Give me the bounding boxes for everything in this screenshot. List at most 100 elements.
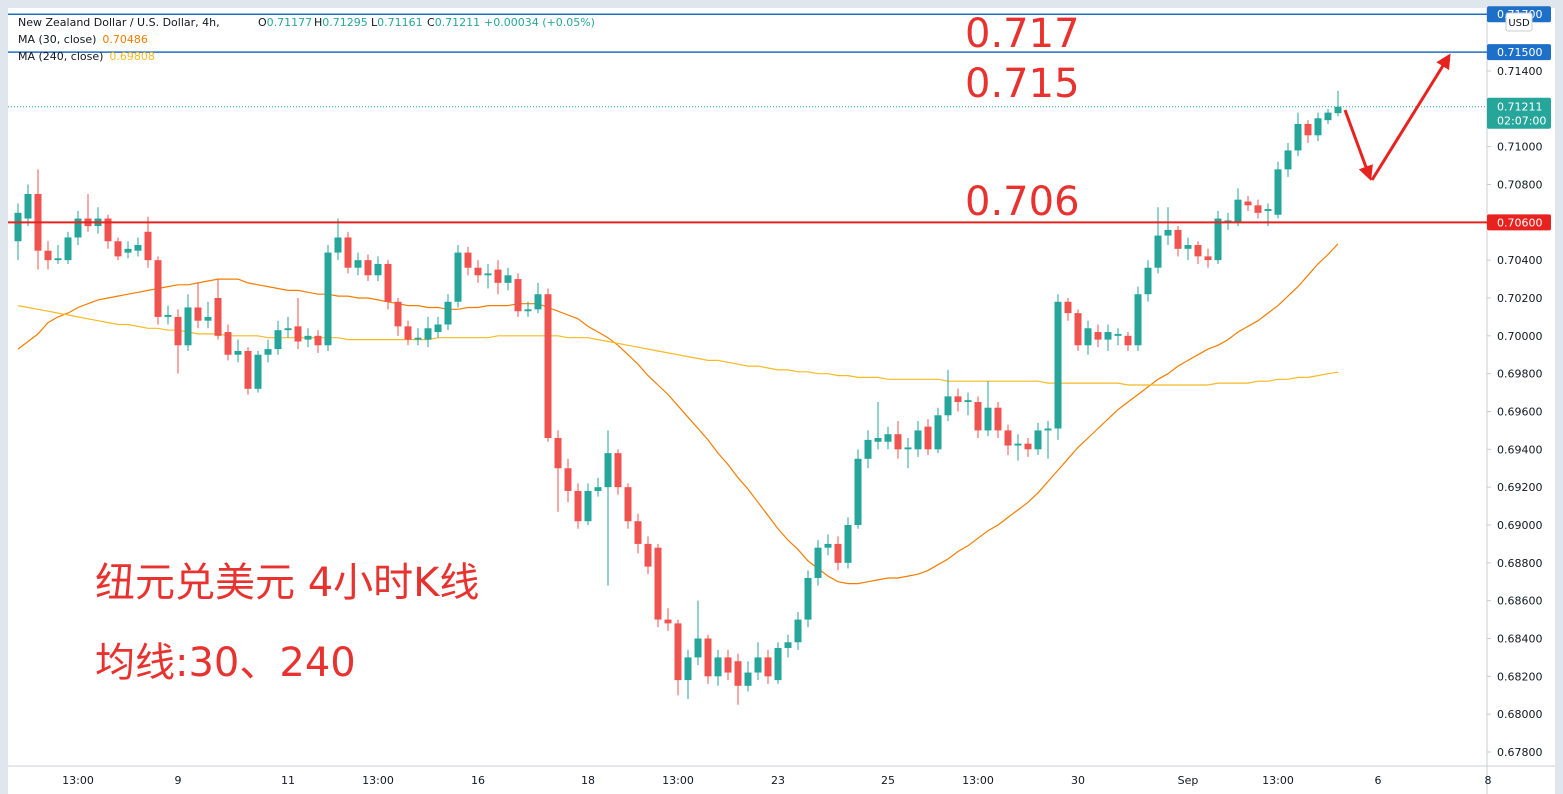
candle-body xyxy=(14,212,22,242)
candle-body xyxy=(514,279,522,312)
candle-body xyxy=(354,260,362,268)
ohlc-close: C0.71211 xyxy=(427,16,480,29)
y-tick-label: 0.68000 xyxy=(1497,708,1543,721)
candle-body xyxy=(1044,428,1052,431)
candle-body xyxy=(654,547,662,620)
value: 0.71211 xyxy=(435,16,481,29)
candle-body xyxy=(874,437,882,442)
countdown: 02:07:00 xyxy=(1497,115,1546,128)
candle-body xyxy=(1264,209,1272,211)
candle-body xyxy=(764,657,772,677)
candle-body xyxy=(634,521,642,544)
y-tick-label: 0.71400 xyxy=(1497,65,1543,78)
candle-body xyxy=(304,335,312,340)
candle-body xyxy=(154,260,162,317)
candle-body xyxy=(964,400,972,403)
candle-body xyxy=(294,326,302,342)
y-tick-label: 0.69000 xyxy=(1497,519,1543,532)
candle-body xyxy=(414,337,422,340)
candle-body xyxy=(164,315,172,317)
candle-body xyxy=(284,328,292,331)
y-tick-label: 0.69400 xyxy=(1497,443,1543,456)
candle-body xyxy=(1104,332,1112,340)
candle-body xyxy=(264,349,272,355)
x-tick-label: 13:00 xyxy=(1262,774,1294,787)
candle-body xyxy=(944,396,952,416)
candle-body xyxy=(754,657,762,673)
ohlc-low: L0.71161 xyxy=(371,16,423,29)
candle-body xyxy=(844,524,852,563)
candle-body xyxy=(664,619,672,624)
x-tick-label: 18 xyxy=(581,774,595,787)
x-tick-label: 13:00 xyxy=(362,774,394,787)
candle-body xyxy=(884,434,892,442)
candle-body xyxy=(534,294,542,310)
candle-body xyxy=(1114,333,1122,336)
value: 0.71161 xyxy=(377,16,423,29)
candle-body xyxy=(214,297,222,336)
candle-body xyxy=(814,547,822,578)
y-tick-label: 0.68400 xyxy=(1497,633,1543,646)
x-tick-label: 9 xyxy=(175,774,182,787)
y-tick-label: 0.70400 xyxy=(1497,254,1543,267)
candle-body xyxy=(894,434,902,450)
candle-body xyxy=(204,316,212,321)
candle-body xyxy=(104,218,112,242)
candle-body xyxy=(1314,118,1322,136)
candle-body xyxy=(1084,328,1092,346)
candle-body xyxy=(524,309,532,312)
x-tick-label: 6 xyxy=(1375,774,1382,787)
y-tick-label: 0.68600 xyxy=(1497,595,1543,608)
candle-body xyxy=(374,263,382,276)
candle-body xyxy=(834,543,842,563)
candle-body xyxy=(854,458,862,525)
candle-body xyxy=(324,252,332,346)
x-tick-label: 13:00 xyxy=(62,774,94,787)
candle-body xyxy=(274,330,282,350)
candle-body xyxy=(444,301,452,325)
ma30-legend: MA (30, close) 0.70486 xyxy=(18,33,148,46)
candle-body xyxy=(1204,256,1212,261)
candle-body xyxy=(714,657,722,677)
label: O xyxy=(258,16,267,29)
candle-body xyxy=(124,248,132,253)
candle-body xyxy=(1254,205,1262,213)
candle-body xyxy=(584,490,592,522)
ohlc-open: O0.71177 xyxy=(258,16,312,29)
value: 0.70486 xyxy=(102,33,148,46)
candle-body xyxy=(54,258,62,261)
candle-body xyxy=(64,237,72,261)
candle-body xyxy=(224,332,232,355)
candle-body xyxy=(984,407,992,431)
y-tick-label: 0.70800 xyxy=(1497,178,1543,191)
candle-body xyxy=(314,335,322,346)
candle-body xyxy=(364,260,372,276)
candle-body xyxy=(1164,229,1172,236)
ma240-legend: MA (240, close) 0.69808 xyxy=(18,50,155,63)
candle-body xyxy=(914,430,922,450)
level-tag xyxy=(1487,44,1551,61)
candle-body xyxy=(924,426,932,450)
y-tick-label: 0.71000 xyxy=(1497,141,1543,154)
last-price-label: 0.71211 xyxy=(1497,101,1543,114)
candle-body xyxy=(1234,199,1242,223)
candle-body xyxy=(1214,218,1222,261)
candle-body xyxy=(1334,106,1342,114)
candle-body xyxy=(1324,112,1332,121)
candle-body xyxy=(1004,430,1012,446)
candle-body xyxy=(1244,201,1252,206)
value: 0.71177 xyxy=(267,16,313,29)
candle-body xyxy=(594,487,602,491)
candle-body xyxy=(424,328,432,340)
label: C xyxy=(427,16,435,29)
level-annotation: 0.717 xyxy=(965,11,1080,57)
candle-body xyxy=(504,275,512,283)
candle-body xyxy=(994,407,1002,431)
x-tick-label: Sep xyxy=(1178,774,1199,787)
y-tick-label: 0.70000 xyxy=(1497,330,1543,343)
candle-body xyxy=(434,324,442,333)
currency-label: USD xyxy=(1508,18,1530,29)
candle-body xyxy=(394,301,402,327)
candle-body xyxy=(244,350,252,389)
currency-box xyxy=(1505,12,1533,32)
